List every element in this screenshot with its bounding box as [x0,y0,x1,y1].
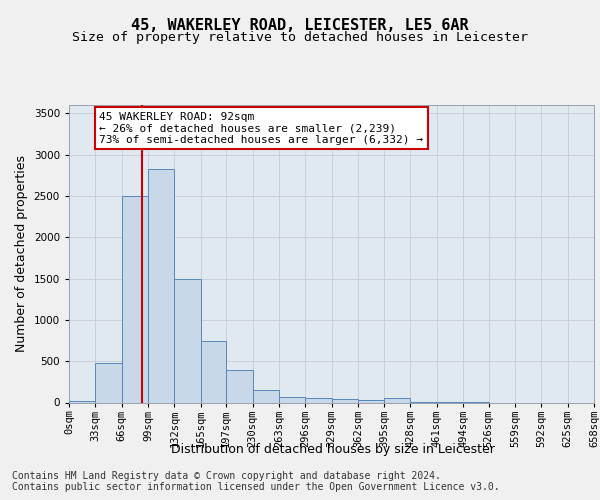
Bar [253,390,279,402]
Text: Size of property relative to detached houses in Leicester: Size of property relative to detached ho… [72,31,528,44]
Bar [69,401,95,402]
Bar [384,398,410,402]
Bar [358,400,384,402]
Bar [331,399,358,402]
Bar [148,170,175,402]
Bar [305,398,331,402]
Y-axis label: Number of detached properties: Number of detached properties [15,155,28,352]
Bar [200,342,226,402]
Text: Contains HM Land Registry data © Crown copyright and database right 2024.: Contains HM Land Registry data © Crown c… [12,471,441,481]
Bar [175,278,200,402]
Text: 45, WAKERLEY ROAD, LEICESTER, LE5 6AR: 45, WAKERLEY ROAD, LEICESTER, LE5 6AR [131,18,469,32]
Text: Distribution of detached houses by size in Leicester: Distribution of detached houses by size … [171,442,495,456]
Text: Contains public sector information licensed under the Open Government Licence v3: Contains public sector information licen… [12,482,500,492]
Bar [95,363,122,403]
Text: 45 WAKERLEY ROAD: 92sqm
← 26% of detached houses are smaller (2,239)
73% of semi: 45 WAKERLEY ROAD: 92sqm ← 26% of detache… [100,112,424,145]
Bar [122,196,148,402]
Bar [226,370,253,402]
Bar [279,396,305,402]
